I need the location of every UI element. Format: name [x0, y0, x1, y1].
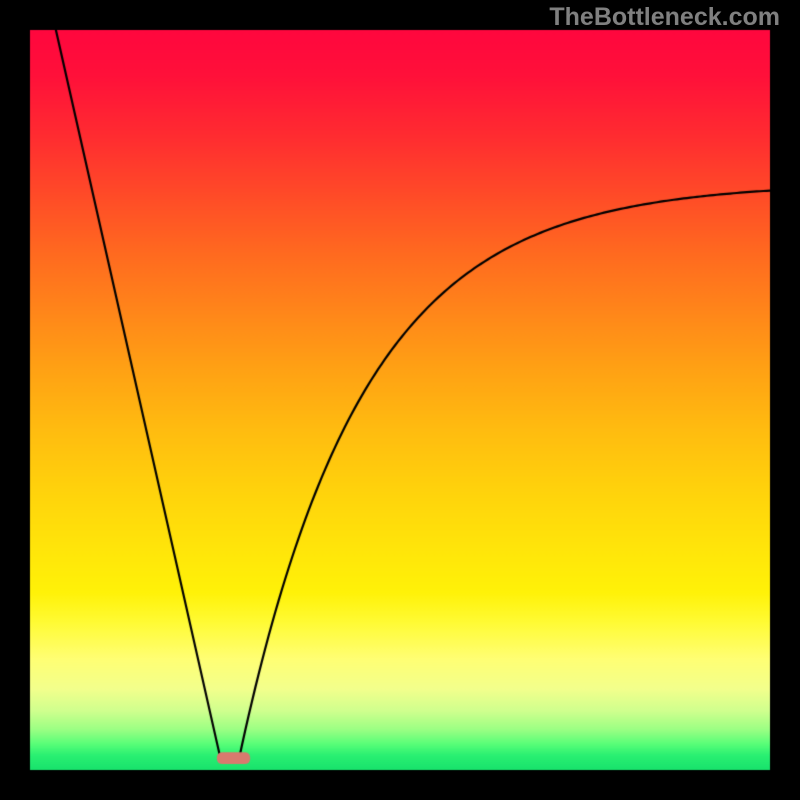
watermark-text: TheBottleneck.com — [549, 3, 780, 32]
chart-container: TheBottleneck.com — [0, 0, 800, 800]
bottleneck-curve-chart — [0, 0, 800, 800]
outer-black-frame — [0, 0, 800, 800]
